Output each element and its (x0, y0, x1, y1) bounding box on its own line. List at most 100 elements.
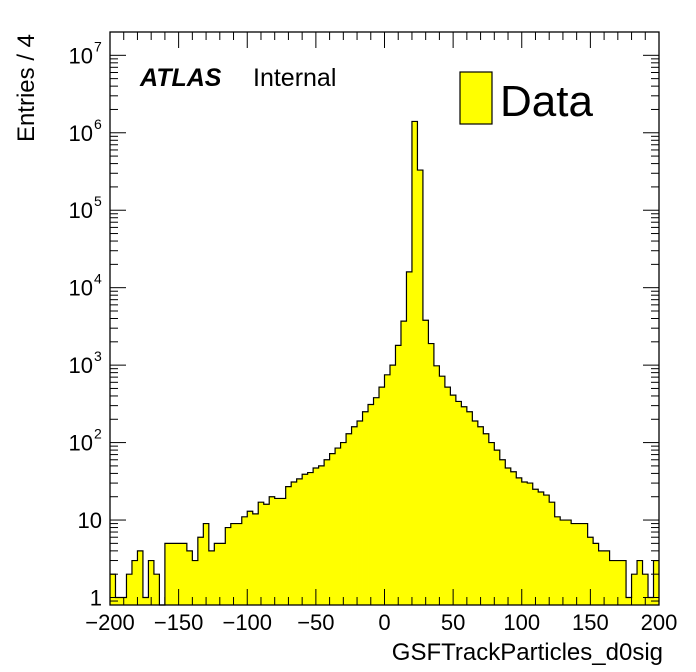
x-tick-label: −100 (222, 610, 272, 635)
histogram-bin (137, 550, 144, 605)
histogram-bin (571, 523, 578, 605)
histogram-bin (324, 459, 330, 605)
histogram-bin (318, 465, 325, 605)
histogram-bin (626, 597, 632, 605)
y-tick-label: 10 (69, 431, 93, 456)
histogram-bin (477, 426, 484, 605)
histogram-bin (357, 420, 363, 605)
x-tick-label: −150 (154, 610, 204, 635)
histogram-bin (164, 543, 171, 605)
histogram-bin (192, 560, 199, 605)
histogram-bin (170, 543, 177, 605)
x-axis-title: GSFTrackParticles_d0sig (392, 639, 663, 666)
histogram-bin (554, 516, 561, 605)
histogram-bin (543, 495, 550, 605)
histogram-bin (560, 520, 567, 605)
histogram-bin (208, 550, 215, 605)
histogram-bin (351, 426, 358, 605)
histogram-bin (461, 406, 468, 605)
histogram-bin (428, 343, 435, 605)
histogram-bin (532, 489, 539, 605)
histogram-bin (148, 560, 155, 605)
histogram-bin (126, 574, 133, 605)
histogram-bin (384, 374, 391, 605)
histogram-bin (296, 478, 303, 605)
histogram-bin (609, 560, 616, 605)
histogram-bin (329, 453, 336, 605)
x-tick-label: −200 (85, 610, 135, 635)
x-tick-label: 50 (441, 610, 465, 635)
y-tick-exponent: 3 (94, 348, 102, 364)
histogram-bin (181, 543, 188, 605)
histogram-bin (335, 448, 341, 605)
histogram-bin (615, 560, 621, 605)
y-tick-label: 1 (90, 585, 102, 610)
histogram-bin (483, 433, 490, 605)
x-tick-label: 0 (378, 610, 390, 635)
x-tick-label: −50 (297, 610, 334, 635)
histogram-bin (131, 560, 138, 605)
y-tick-exponent: 4 (94, 271, 102, 287)
histogram-bin (269, 496, 276, 605)
histogram-bin (422, 320, 429, 605)
histogram-bin (538, 492, 545, 605)
y-tick-label: 10 (78, 508, 102, 533)
histogram-bin (373, 397, 380, 605)
legend-swatch (459, 71, 493, 125)
y-tick-exponent: 2 (94, 426, 102, 442)
x-tick-labels: −200 −150 −100 −50 0 50 100 150 200 (85, 610, 677, 635)
histogram-bin (263, 504, 270, 605)
x-tick-label: 200 (641, 610, 678, 635)
histogram-bin (389, 365, 396, 605)
histogram-bin (637, 560, 643, 605)
histogram-outline (110, 120, 659, 606)
histogram-bin (450, 395, 457, 605)
histogram-bin (604, 550, 610, 605)
histogram-bin (302, 474, 309, 605)
histogram-bin (642, 574, 649, 605)
y-axis-title: Entries / 4 (13, 34, 40, 142)
histogram-bin (280, 498, 287, 605)
histogram-bin (472, 420, 479, 605)
histogram-bin (368, 404, 374, 605)
histogram-bin (214, 543, 221, 605)
histogram-bin (653, 560, 660, 605)
atlas-label: ATLAS (139, 64, 222, 92)
histogram-bars (110, 121, 660, 605)
histogram-bin (499, 459, 506, 605)
histogram-bin (444, 387, 451, 605)
y-tick-label: 10 (69, 198, 93, 223)
histogram-bin (455, 401, 462, 605)
histogram-bin (400, 321, 407, 605)
histogram-bin (153, 574, 160, 605)
histogram-bin (241, 516, 248, 605)
histogram-bin (648, 597, 654, 605)
histogram-bin (203, 523, 210, 605)
histogram-bin (197, 537, 204, 605)
histogram-bin (175, 543, 182, 605)
histogram-bin (565, 520, 572, 605)
histogram-bin (576, 523, 583, 605)
y-tick-label: 10 (69, 121, 93, 146)
histogram-bin (340, 442, 347, 605)
histogram-bin (362, 411, 369, 605)
histogram-bin (285, 486, 292, 605)
histogram-bin (593, 543, 600, 605)
histogram-bin (516, 477, 523, 605)
y-tick-exponent: 7 (94, 38, 102, 54)
histogram-bin (631, 574, 638, 605)
histogram-bin (252, 513, 259, 605)
histogram-bin (291, 481, 298, 605)
histogram-bin (505, 467, 512, 605)
histogram-bin (466, 411, 473, 605)
histogram-bin (346, 433, 352, 605)
histogram-bin (258, 502, 265, 605)
histogram-bin (411, 121, 418, 605)
histogram-bin (510, 471, 517, 605)
histogram-bin (406, 271, 413, 605)
y-tick-label: 10 (69, 43, 93, 68)
histogram-bin (307, 472, 314, 605)
y-tick-exponent: 6 (94, 116, 102, 132)
histogram-bin (274, 498, 281, 605)
